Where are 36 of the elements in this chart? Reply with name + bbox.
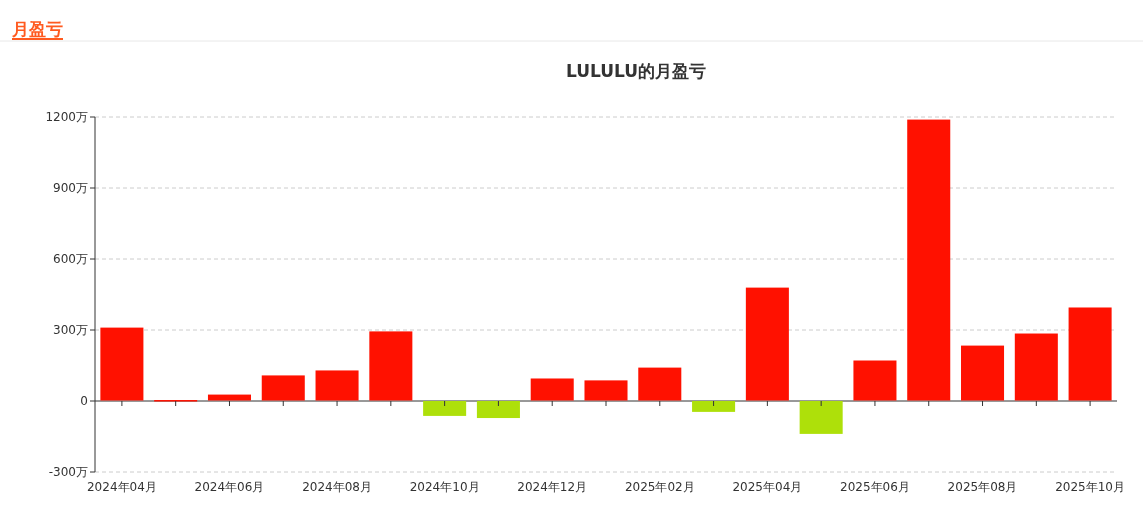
x-tick-label: 2025年02月 (624, 480, 695, 494)
bar (638, 367, 682, 401)
x-tick-label: 2024年06月 (194, 480, 265, 494)
x-tick-label: 2024年04月 (86, 480, 157, 494)
bar (961, 345, 1005, 401)
x-tick-label: 2024年12月 (517, 480, 588, 494)
x-tick-label: 2025年06月 (840, 480, 910, 494)
bar (261, 375, 305, 401)
bar (476, 401, 520, 419)
bar (369, 331, 413, 401)
bar (423, 401, 467, 416)
chart-subtitle: 月盈亏 (11, 19, 63, 39)
bar (907, 119, 951, 401)
x-tick-label: 2025年10月 (1055, 480, 1126, 494)
bar (207, 394, 251, 401)
bar (530, 378, 574, 401)
y-tick-label: -300万 (48, 465, 88, 479)
y-tick-label: 900万 (53, 181, 88, 195)
bar (853, 360, 897, 401)
x-tick-label: 2024年10月 (409, 480, 480, 494)
x-tick-label: 2024年08月 (302, 480, 372, 494)
bar (584, 380, 628, 401)
bar (799, 401, 843, 434)
bar (1014, 333, 1058, 401)
bar (315, 370, 359, 401)
bar (1068, 307, 1112, 401)
y-tick-label: 300万 (53, 323, 88, 337)
y-tick-label: 600万 (53, 252, 88, 266)
bar (100, 327, 144, 401)
bar (692, 401, 736, 412)
y-tick-label: 1200万 (45, 110, 88, 124)
x-tick-label: 2025年04月 (732, 480, 803, 494)
y-tick-label: 0 (80, 394, 88, 408)
chart-title: LULULU的月盈亏 (565, 61, 707, 81)
x-tick-label: 2025年08月 (947, 480, 1018, 494)
bar (745, 287, 789, 401)
